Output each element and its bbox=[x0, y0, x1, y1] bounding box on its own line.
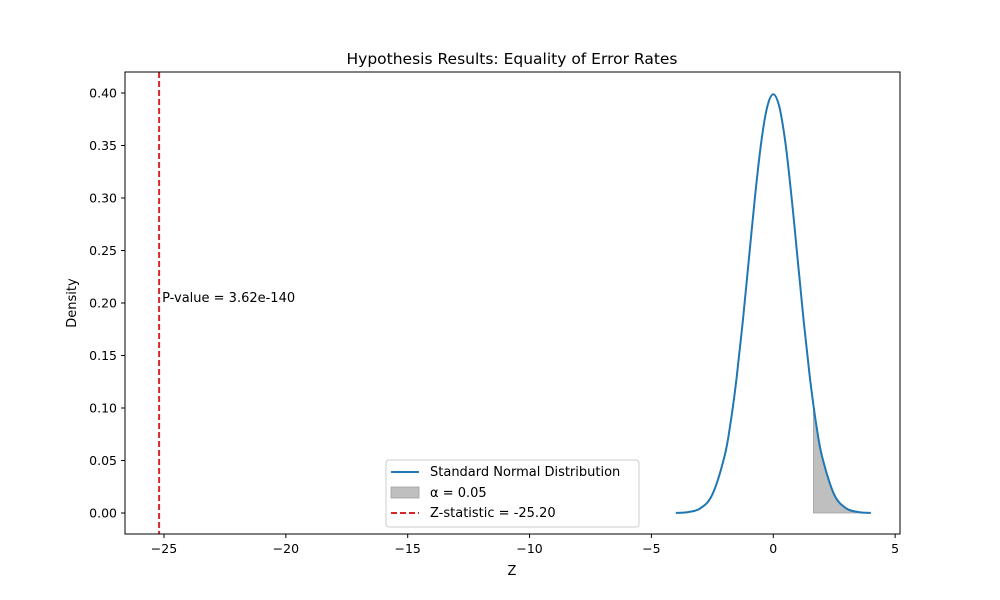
x-tick-label: 5 bbox=[891, 541, 899, 556]
x-axis-label: Z bbox=[508, 564, 517, 579]
y-tick-label: 0.40 bbox=[89, 86, 117, 101]
y-tick-label: 0.15 bbox=[89, 348, 117, 363]
y-tick-label: 0.10 bbox=[89, 401, 117, 416]
legend: Standard Normal Distribution α = 0.05 Z-… bbox=[385, 459, 640, 528]
x-tick-label: −20 bbox=[273, 541, 299, 556]
plot-background bbox=[125, 72, 900, 534]
x-tick-label: −25 bbox=[151, 541, 177, 556]
x-tick-label: −10 bbox=[516, 541, 542, 556]
y-tick-label: 0.00 bbox=[89, 506, 117, 521]
x-tick-label: 0 bbox=[769, 541, 777, 556]
legend-swatch-area bbox=[390, 486, 420, 499]
normal-curve bbox=[675, 93, 871, 514]
y-tick-label: 0.05 bbox=[89, 453, 117, 468]
y-axis-label: Density bbox=[65, 278, 80, 328]
y-tick-label: 0.30 bbox=[89, 191, 117, 206]
x-tick-label: −5 bbox=[642, 541, 660, 556]
chart-title: Hypothesis Results: Equality of Error Ra… bbox=[346, 50, 677, 68]
legend-frame bbox=[385, 459, 640, 528]
p-value-annotation: P-value = 3.62e-140 bbox=[162, 291, 295, 306]
legend-label-normal: Standard Normal Distribution bbox=[430, 465, 620, 480]
legend-label-alpha: α = 0.05 bbox=[430, 486, 487, 501]
y-tick-label: 0.25 bbox=[89, 243, 117, 258]
y-tick-label: 0.35 bbox=[89, 138, 117, 153]
x-tick-label: −15 bbox=[395, 541, 421, 556]
y-tick-label: 0.20 bbox=[89, 296, 117, 311]
legend-label-zstat: Z-statistic = -25.20 bbox=[430, 506, 556, 521]
